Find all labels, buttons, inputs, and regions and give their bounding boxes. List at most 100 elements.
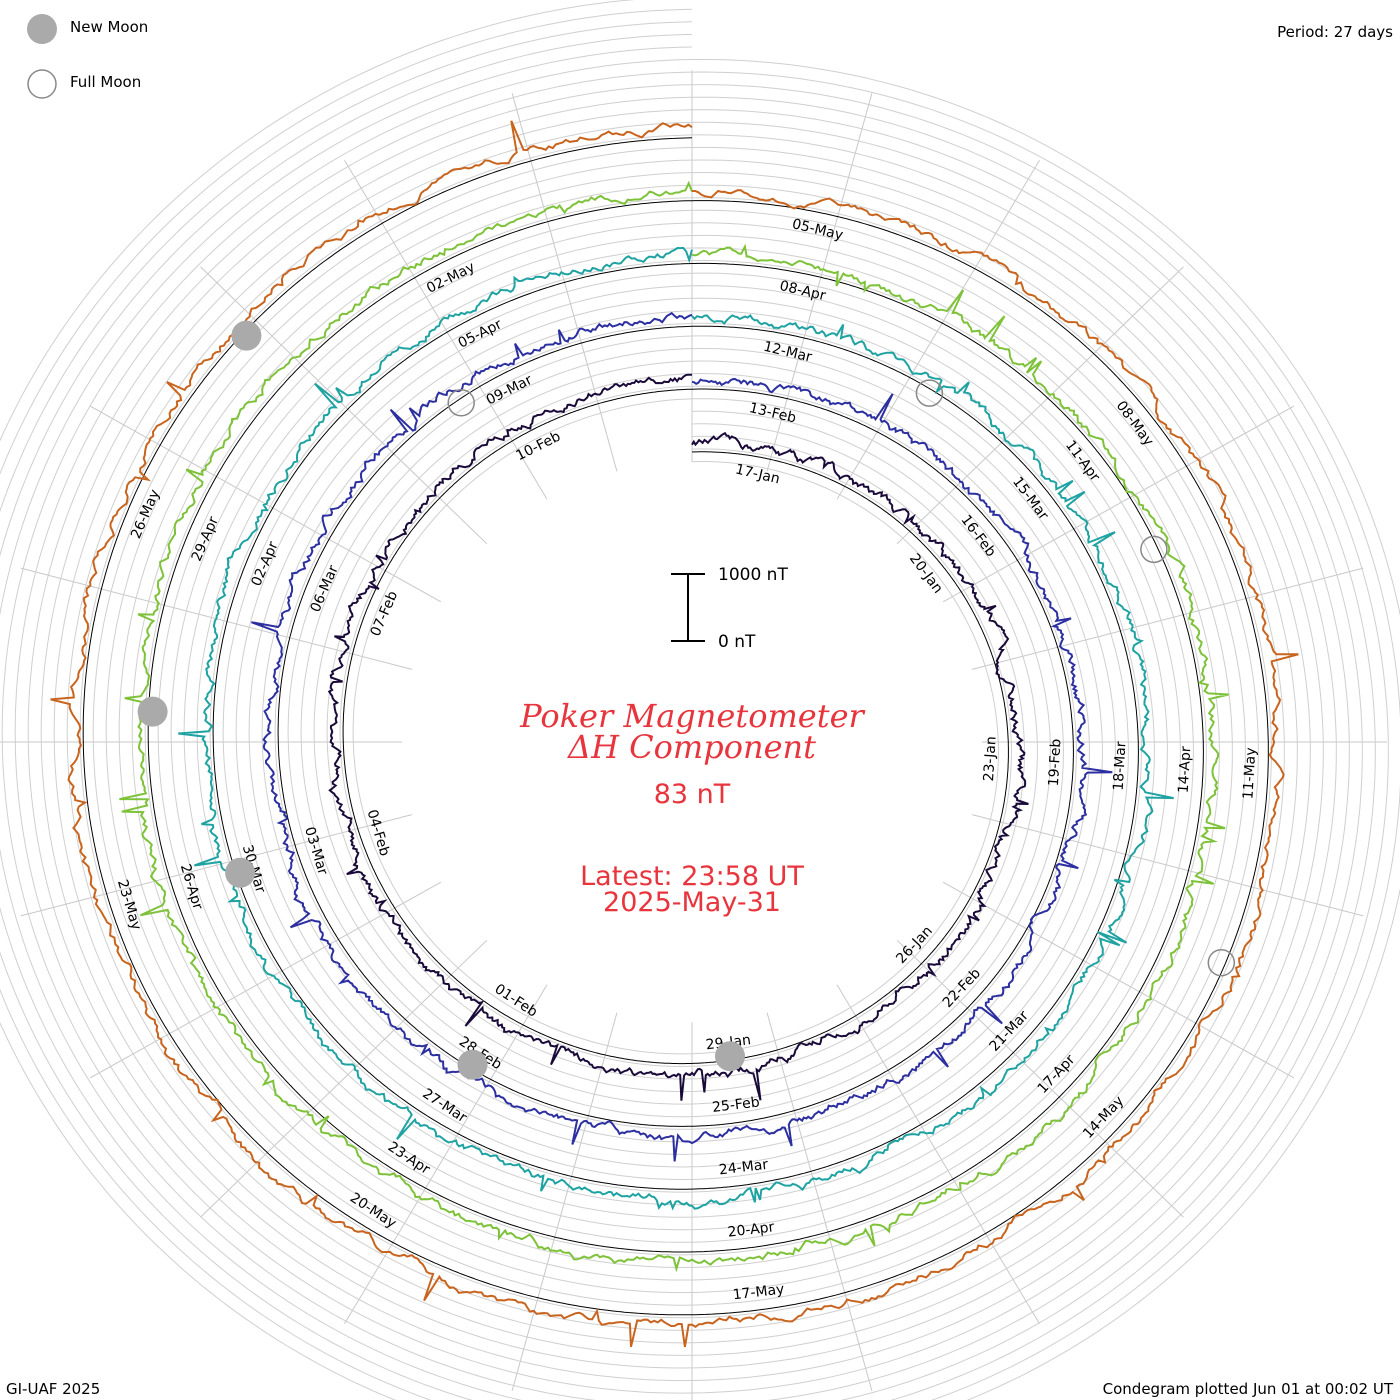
zero-line-4 (147, 200, 1204, 1253)
date-label: 23-May (114, 878, 144, 932)
grid-ring (131, 184, 1220, 1269)
chart-title-line2: ΔH Component (566, 728, 816, 766)
grid-ring (27, 84, 1324, 1369)
date-label: 17-Jan (734, 462, 782, 488)
date-label: 04-Feb (363, 808, 392, 858)
legend-new-moon-label: New Moon (70, 18, 149, 36)
center-info: Poker Magnetometer ΔH Component 83 nT La… (519, 697, 865, 918)
data-traces (50, 120, 1299, 1348)
date-label: 17-May (732, 1281, 785, 1303)
grid-ring (183, 235, 1168, 1218)
grid-spoke (896, 266, 1184, 545)
grid-spoke (942, 881, 1295, 1079)
grid-ring (313, 360, 1038, 1093)
grid-ring (1, 59, 1350, 1394)
grid-ring (79, 134, 1272, 1319)
moon-markers (137, 320, 1236, 1080)
date-label: 18-Mar (1111, 741, 1130, 791)
date-label: 26-May (128, 487, 163, 541)
date-label: 25-Feb (711, 1094, 760, 1115)
date-label: 26-Jan (893, 923, 936, 967)
grid-spoke (942, 405, 1295, 603)
grid-ring (235, 285, 1116, 1168)
date-label: 11-May (1240, 747, 1259, 800)
grid-ring (66, 121, 1285, 1331)
grid-ring (274, 322, 1077, 1130)
grid-ring (287, 335, 1064, 1118)
grid-ring (209, 260, 1142, 1193)
new-moon-marker (137, 696, 168, 727)
full-moon-marker (1140, 535, 1168, 564)
grid-ring (92, 147, 1259, 1306)
new-moon-marker (231, 320, 262, 351)
new-moon-marker (457, 1049, 488, 1080)
date-label: 16-Feb (957, 512, 998, 560)
grid-ring (0, 21, 1389, 1400)
grid-spoke (766, 1012, 873, 1392)
grid-spoke (971, 814, 1364, 917)
date-label: 10-Feb (514, 428, 564, 464)
grid-spoke (896, 939, 1184, 1218)
scale-bottom-label: 0 nT (718, 632, 756, 652)
period-label: Period: 27 days (1277, 23, 1393, 41)
grid-ring (352, 398, 999, 1055)
grid-ring (105, 159, 1246, 1294)
grid-spoke (836, 159, 1040, 500)
grid-ring (0, 8, 1400, 1400)
date-label: 03-Mar (301, 825, 331, 877)
full-moon-icon (27, 69, 57, 99)
grid-ring (222, 272, 1129, 1180)
current-value: 83 nT (654, 779, 731, 810)
full-moon-marker (915, 379, 944, 407)
zero-line-1 (342, 388, 1009, 1065)
date-label: 14-Apr (1176, 746, 1195, 794)
grid-ring (170, 222, 1181, 1231)
trace-series-3 (178, 246, 1174, 1211)
zero-line-3 (212, 263, 1139, 1190)
date-label: 23-Jan (981, 736, 1000, 782)
date-label: 19-Feb (1046, 738, 1065, 787)
trace-series-4 (119, 180, 1229, 1273)
date-label: 14-May (1080, 1093, 1127, 1142)
zero-line-5 (82, 137, 1269, 1316)
grid-ring (196, 247, 1155, 1206)
date-label: 12-Mar (762, 339, 814, 366)
grid-ring (40, 96, 1311, 1356)
legend-full-moon-label: Full Moon (70, 73, 142, 91)
trace-series-1 (327, 373, 1029, 1101)
grid-ring (326, 373, 1025, 1080)
chart-title-line1: Poker Magnetometer (519, 697, 865, 735)
date-label: 05-Apr (456, 316, 505, 351)
full-moon-marker (1207, 948, 1236, 977)
grid-spoke (511, 1012, 618, 1392)
date-label: 09-Mar (484, 372, 535, 409)
latest-date: 2025-May-31 (603, 887, 781, 918)
legend-new-moon: New Moon (26, 13, 148, 45)
grid-ring (300, 348, 1051, 1105)
grid-ring (144, 197, 1207, 1256)
grid-spoke (344, 984, 548, 1325)
date-label: 17-Apr (1035, 1052, 1079, 1097)
latest-time: Latest: 23:58 UT (580, 861, 804, 892)
date-label: 20-May (347, 1190, 399, 1232)
trace-series-2 (251, 311, 1113, 1162)
grid-ring (0, 46, 1363, 1400)
date-label: 15-Mar (1009, 474, 1051, 523)
date-label: 20-Apr (727, 1219, 776, 1240)
grid-spoke (200, 266, 488, 545)
date-label: 11-Apr (1062, 438, 1103, 485)
scale-bar: 1000 nT 0 nT (671, 565, 788, 652)
grid-spoke (89, 881, 442, 1079)
footer-plotted: Condegram plotted Jun 01 at 00:02 UT (1102, 1380, 1393, 1398)
trace-series-5 (50, 120, 1299, 1348)
grid-ring (157, 209, 1194, 1243)
grid-spoke (836, 984, 1040, 1325)
grid-ring (339, 385, 1012, 1068)
date-label: 24-Mar (718, 1157, 769, 1179)
scale-top-label: 1000 nT (718, 565, 788, 585)
footer-credit: GI-UAF 2025 (6, 1380, 101, 1398)
grid-spoke (971, 567, 1364, 670)
grid-ring (14, 71, 1337, 1382)
